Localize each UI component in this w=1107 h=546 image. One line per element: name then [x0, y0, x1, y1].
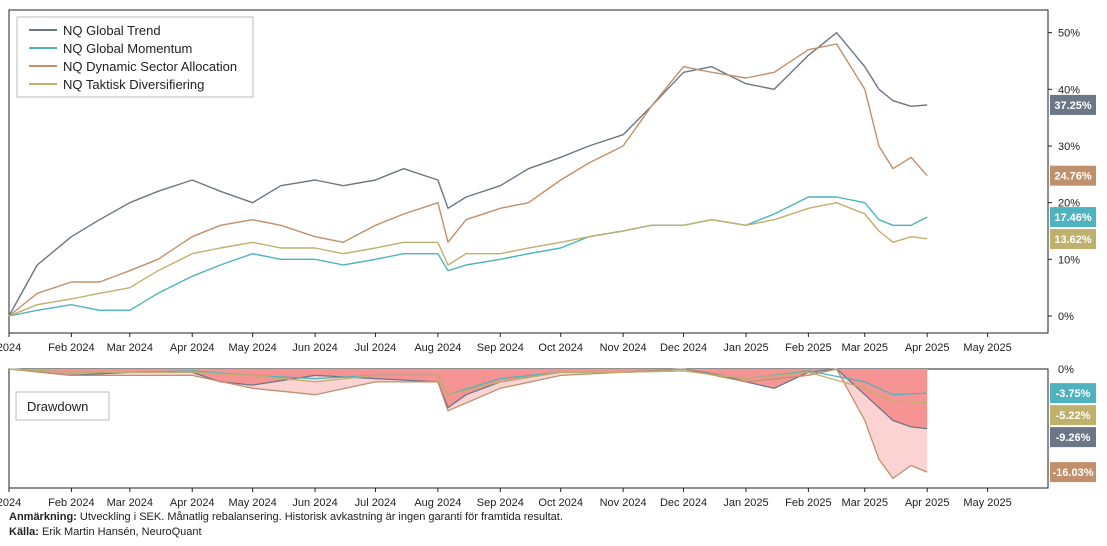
legend-label-2: NQ Dynamic Sector Allocation	[63, 59, 237, 74]
footnote-source: Källa: Erik Martin Hansén, NeuroQuant	[9, 526, 202, 538]
main-x-tick-label: Aug 2024	[414, 342, 461, 354]
main-end-label: 13.62%	[1054, 234, 1092, 246]
drawdown-y-tick-label: 0%	[1058, 364, 1074, 376]
drawdown-x-tick-label: Aug 2024	[414, 497, 461, 509]
main-end-label: 24.76%	[1054, 171, 1092, 183]
main-x-tick-label: Sep 2024	[477, 342, 524, 354]
main-end-label-box	[1050, 207, 1096, 228]
legend-label-0: NQ Global Trend	[63, 23, 161, 38]
main-x-tick-label: Jun 2024	[292, 342, 337, 354]
drawdown-x-tick-label: Jun 2024	[292, 497, 337, 509]
drawdown-end-label-box	[1050, 383, 1096, 404]
drawdown-x-tick-label: Nov 2024	[600, 497, 647, 509]
main-plot-frame	[8, 9, 1049, 334]
drawdown-x-tick-label: May 2025	[963, 497, 1011, 509]
drawdown-x-tick-label: Jan 2025	[723, 497, 768, 509]
main-x-tick-label: Nov 2024	[600, 342, 647, 354]
main-x-tick-label: Jul 2024	[355, 342, 397, 354]
main-end-label-box	[1050, 229, 1096, 250]
legend-label-3: NQ Taktisk Diversifiering	[63, 77, 204, 92]
drawdown-x-tick-label: Jul 2024	[355, 497, 397, 509]
main-x-tick-label: Dec 2024	[660, 342, 707, 354]
drawdown-x-tick-label: 2024	[0, 497, 21, 509]
main-x-tick-label: Mar 2025	[842, 342, 888, 354]
main-series-line-0	[8, 32, 928, 317]
drawdown-title: Drawdown	[27, 399, 88, 414]
drawdown-end-label: -16.03%	[1053, 467, 1094, 479]
drawdown-series-line-3	[8, 368, 928, 404]
drawdown-x-tick-label: Feb 2025	[785, 497, 831, 509]
drawdown-x-tick-label: Apr 2024	[170, 497, 215, 509]
main-y-tick-label: 0%	[1058, 311, 1074, 323]
footnote-remark-text: Utveckling i SEK. Månatlig rebalansering…	[76, 511, 563, 523]
main-x-tick-label: Mar 2024	[107, 342, 153, 354]
drawdown-title-box	[15, 391, 110, 421]
main-x-tick-label: Apr 2024	[170, 342, 215, 354]
main-end-label: 17.46%	[1054, 212, 1092, 224]
main-series-line-2	[8, 43, 928, 317]
main-series-line-3	[8, 202, 928, 317]
main-y-tick-label: 20%	[1058, 198, 1080, 210]
footnote-remark: Anmärkning: Utveckling i SEK. Månatlig r…	[9, 511, 563, 523]
main-end-label-box	[1050, 165, 1096, 186]
main-end-label: 37.25%	[1054, 100, 1092, 112]
drawdown-x-tick-label: Mar 2025	[842, 497, 888, 509]
drawdown-end-label: -5.22%	[1056, 410, 1091, 422]
drawdown-x-tick-label: Oct 2024	[538, 497, 583, 509]
drawdown-x-tick-label: Apr 2025	[905, 497, 950, 509]
drawdown-x-tick-label: Feb 2024	[48, 497, 94, 509]
drawdown-x-tick-label: Sep 2024	[477, 497, 524, 509]
footnote-source-label: Källa:	[9, 526, 39, 538]
drawdown-end-label-box	[1050, 462, 1096, 483]
main-x-tick-label: Feb 2025	[785, 342, 831, 354]
main-end-label-box	[1050, 94, 1096, 115]
drawdown-area-global-trend	[9, 369, 928, 429]
main-y-tick-label: 10%	[1058, 254, 1080, 266]
main-x-tick-label: Jan 2025	[723, 342, 768, 354]
main-x-tick-label: May 2025	[963, 342, 1011, 354]
drawdown-end-label-box	[1050, 427, 1096, 448]
main-y-tick-label: 40%	[1058, 84, 1080, 96]
footnote-source-text: Erik Martin Hansén, NeuroQuant	[38, 526, 202, 538]
drawdown-x-tick-label: Dec 2024	[660, 497, 707, 509]
main-x-tick-label: Feb 2024	[48, 342, 94, 354]
drawdown-x-tick-label: May 2024	[228, 497, 276, 509]
main-y-tick-label: 50%	[1058, 28, 1080, 40]
main-x-tick-label: Apr 2025	[905, 342, 950, 354]
main-x-tick-label: 2024	[0, 342, 21, 354]
main-x-tick-label: May 2024	[228, 342, 276, 354]
drawdown-x-tick-label: Mar 2024	[107, 497, 153, 509]
legend-label-1: NQ Global Momentum	[63, 41, 192, 56]
drawdown-end-label: -3.75%	[1056, 388, 1091, 400]
drawdown-end-label: -9.26%	[1056, 432, 1091, 444]
main-series-line-1	[8, 196, 928, 317]
footnote-remark-label: Anmärkning:	[9, 511, 77, 523]
drawdown-end-label-box	[1050, 405, 1096, 426]
drawdown-series-line-2	[8, 368, 928, 480]
main-x-tick-label: Oct 2024	[538, 342, 583, 354]
main-y-tick-label: 30%	[1058, 141, 1080, 153]
